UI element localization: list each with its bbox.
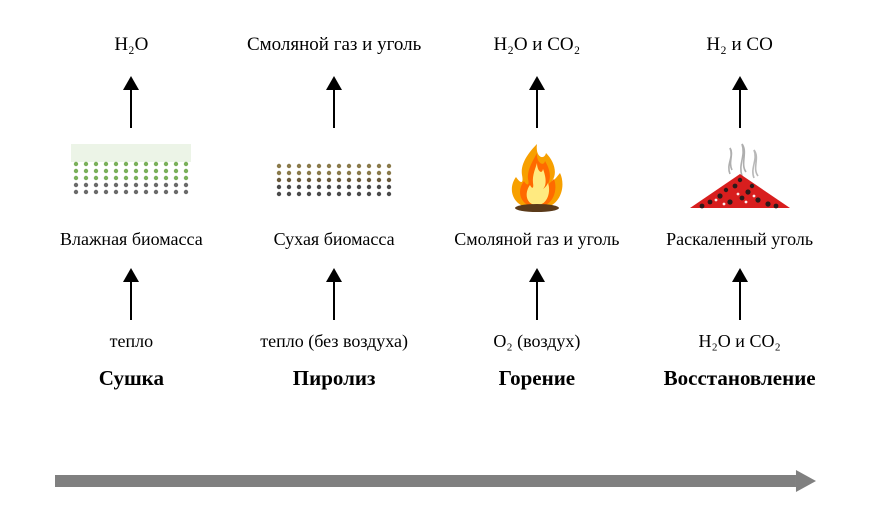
output-label: Смоляной газ и уголь [247, 20, 421, 70]
arrow-up-icon [130, 78, 132, 128]
arrow-up-icon [536, 78, 538, 128]
arrow-up-icon [333, 270, 335, 320]
stage-title: Восстановление [664, 366, 816, 391]
arrow-up-icon [333, 78, 335, 128]
material-label: Смоляной газ и уголь [454, 216, 619, 262]
stage-title: Пиролиз [293, 366, 376, 391]
stages-row: H₂O Вла [0, 0, 871, 440]
arrow-up-icon [739, 78, 741, 128]
wet-biomass-icon [66, 141, 196, 211]
output-label: H₂ и CO [706, 20, 772, 70]
output-label: H₂O и CO₂ [493, 20, 580, 70]
arrow-up-icon [130, 270, 132, 320]
material-label: Влажная биомасса [60, 216, 203, 262]
input-label: H₂O и CO₂ [699, 328, 781, 354]
material-label: Сухая биомасса [274, 216, 395, 262]
input-label: O₂ (воздух) [493, 328, 580, 354]
process-arrow-icon [55, 470, 816, 484]
arrow-up-icon [739, 270, 741, 320]
stage-combustion: H₂O и CO₂ Смоляной газ и уголь O₂ (возду… [437, 20, 637, 440]
stage-title: Горение [499, 366, 576, 391]
input-label: тепло [110, 328, 153, 354]
flame-icon [472, 141, 602, 211]
stage-reduction: H₂ и CO Раскаленный уголь H₂O и CO₂ Восс… [640, 20, 840, 440]
output-label: H₂O [114, 20, 148, 70]
material-label: Раскаленный уголь [666, 216, 813, 262]
stage-pyrolysis: Смоляной газ и уголь Сухая биомасса тепл… [234, 20, 434, 440]
dry-biomass-icon [269, 141, 399, 211]
glowing-coal-icon [675, 141, 805, 211]
stage-drying: H₂O Вла [31, 20, 231, 440]
input-label: тепло (без воздуха) [260, 328, 408, 354]
stage-title: Сушка [99, 366, 164, 391]
arrow-up-icon [536, 270, 538, 320]
